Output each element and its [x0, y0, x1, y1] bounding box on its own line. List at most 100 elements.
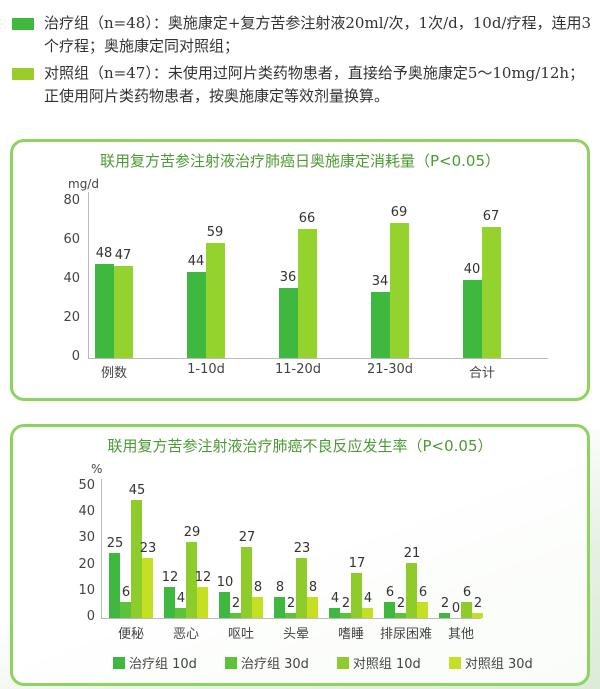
chart1-x-axis: [88, 358, 548, 359]
chart1-y-tick: 80: [63, 193, 80, 208]
chart1-y-tick: 60: [63, 232, 80, 247]
chart2-bar-value: 2: [286, 595, 296, 611]
legend-label: 治疗组 30d: [240, 657, 309, 672]
chart2-bar: [461, 602, 472, 618]
chart2-bar-value: 6: [385, 585, 395, 601]
chart1-bar-value: 44: [187, 254, 205, 270]
chart2-bar-value: 4: [363, 590, 373, 606]
chart2-bar: [307, 597, 318, 618]
legend-swatch: [336, 656, 349, 669]
chart2-bar: [219, 591, 230, 618]
chart2-legend-item: 对照组 10d: [336, 653, 421, 672]
chart2-bar: [241, 547, 252, 618]
chart1-bar-value: 67: [482, 209, 500, 225]
chart1-bar-value: 34: [371, 273, 389, 289]
chart1-bar-value: 47: [114, 248, 132, 264]
chart2-category-label: 头晕: [282, 627, 309, 642]
chart2-bar-value: 45: [128, 483, 146, 499]
legend-label: 治疗组 10d: [129, 657, 197, 672]
chart2-y-tick: 10: [78, 582, 95, 598]
legend-swatch: [113, 656, 125, 669]
chart1-bar-value: 59: [206, 224, 224, 240]
chart2-bar-value: 2: [396, 595, 406, 611]
chart2-bar: [274, 597, 285, 618]
chart2-y-tick: 0: [86, 609, 95, 624]
chart2-bar: [175, 607, 186, 618]
chart2-bar: [472, 612, 483, 618]
chart2-y-unit: %: [91, 462, 103, 476]
legend-swatch: [448, 656, 461, 669]
chart2-bar-value: 8: [308, 580, 318, 596]
chart2-bar: [142, 557, 153, 618]
chart2-y-tick: 50: [78, 478, 95, 493]
chart1-bar: [114, 266, 133, 358]
chart2-bar-value: 2: [440, 595, 450, 611]
chart2-bar: [340, 612, 351, 618]
chart-oxycontin-consumption: 联用复方苦参注射液治疗肺癌日奥施康定消耗量（P<0.05） mg/d 0 20 40…: [10, 139, 590, 401]
chart1-category-label: 11-20d: [274, 362, 322, 377]
chart2-bar-value: 2: [473, 595, 483, 611]
chart1-category-label: 1-10d: [187, 362, 225, 377]
chart1-bar: [463, 280, 482, 358]
chart2-bar: [230, 612, 241, 618]
chart2-bar-value: 0: [451, 601, 461, 616]
chart1-y-unit: mg/d: [68, 177, 99, 191]
chart2-bar-value: 23: [139, 540, 157, 556]
control-swatch: [12, 68, 34, 80]
legend-label: 对照组 30d: [464, 657, 533, 672]
chart1-y-tick: 0: [71, 349, 80, 364]
chart2-bar: [252, 597, 263, 618]
chart2-legend-item: 治疗组 10d: [113, 653, 197, 672]
legend-treatment-group: 治疗组（n=48）：奥施康定+复方苦参注射液20ml/次，1次/d，10d/疗程…: [12, 12, 597, 58]
legend-control-group: 对照组（n=47）：未使用过阿片类药物患者，直接给予奥施康定5～10mg/12h…: [12, 62, 597, 108]
chart2-category-label: 排尿困难: [379, 627, 432, 642]
chart2-bar-value: 10: [216, 574, 234, 590]
chart2-y-tick: 20: [78, 556, 95, 572]
chart1-category-label: 例数: [100, 366, 127, 381]
chart1-title: 联用复方苦参注射液治疗肺癌日奥施康定消耗量（P<0.05）: [99, 152, 500, 170]
chart2-bar-value: 21: [403, 545, 421, 561]
chart1-bar-value: 40: [463, 262, 481, 277]
chart1-bar-value: 69: [390, 205, 408, 221]
treatment-description: 治疗组（n=48）：奥施康定+复方苦参注射液20ml/次，1次/d，10d/疗程…: [44, 14, 592, 55]
chart1-bar: [371, 291, 390, 358]
chart2-bar: [384, 602, 395, 618]
chart2-y-tick: 40: [78, 504, 95, 520]
chart1-bar: [187, 272, 206, 358]
chart2-y-tick: 30: [78, 530, 95, 546]
chart1-bar-value: 66: [298, 211, 316, 227]
chart2-bar-value: 2: [341, 595, 351, 611]
chart2-bar-value: 4: [176, 590, 186, 606]
chart2-category-label: 嗜睡: [337, 627, 364, 642]
chart2-bar: [351, 573, 362, 618]
chart2-bar-value: 6: [121, 585, 131, 601]
chart1-bar: [206, 242, 225, 358]
chart1-category-label: 合计: [468, 366, 495, 381]
chart2-bar-value: 29: [183, 525, 201, 541]
legend-label: 对照组 10d: [352, 657, 421, 672]
chart2-bar: [197, 586, 208, 618]
chart2-bar: [285, 612, 296, 618]
chart2-bar-value: 17: [348, 556, 366, 572]
chart2-category-label: 呕吐: [227, 627, 254, 642]
chart2-bar: [296, 557, 307, 618]
chart1-y-axis: [88, 192, 89, 358]
chart1-bar: [482, 227, 501, 358]
chart2-category-label: 恶心: [172, 627, 199, 642]
chart2-bar-value: 8: [275, 580, 285, 596]
chart2-legend-item: 治疗组 30d: [224, 653, 309, 672]
chart2-bar: [362, 607, 373, 618]
chart2-bar-value: 25: [106, 535, 124, 551]
chart2-bar: [395, 612, 406, 618]
chart2-bar-value: 12: [194, 569, 212, 585]
chart1-y-tick: 20: [63, 310, 80, 325]
chart2-bar-value: 8: [253, 580, 263, 596]
legend-swatch: [224, 656, 237, 669]
chart2-bar: [329, 607, 340, 618]
chart2-bar-value: 2: [231, 595, 241, 611]
chart1-y-tick: 40: [63, 271, 80, 286]
group-description-legend: 治疗组（n=48）：奥施康定+复方苦参注射液20ml/次，1次/d，10d/疗程…: [12, 12, 597, 112]
chart2-bar: [164, 586, 175, 618]
chart2-legend: 治疗组 10d 治疗组 30d 对照组 10d 对照组 30d: [113, 653, 561, 672]
chart2-bar-value: 12: [161, 569, 179, 585]
